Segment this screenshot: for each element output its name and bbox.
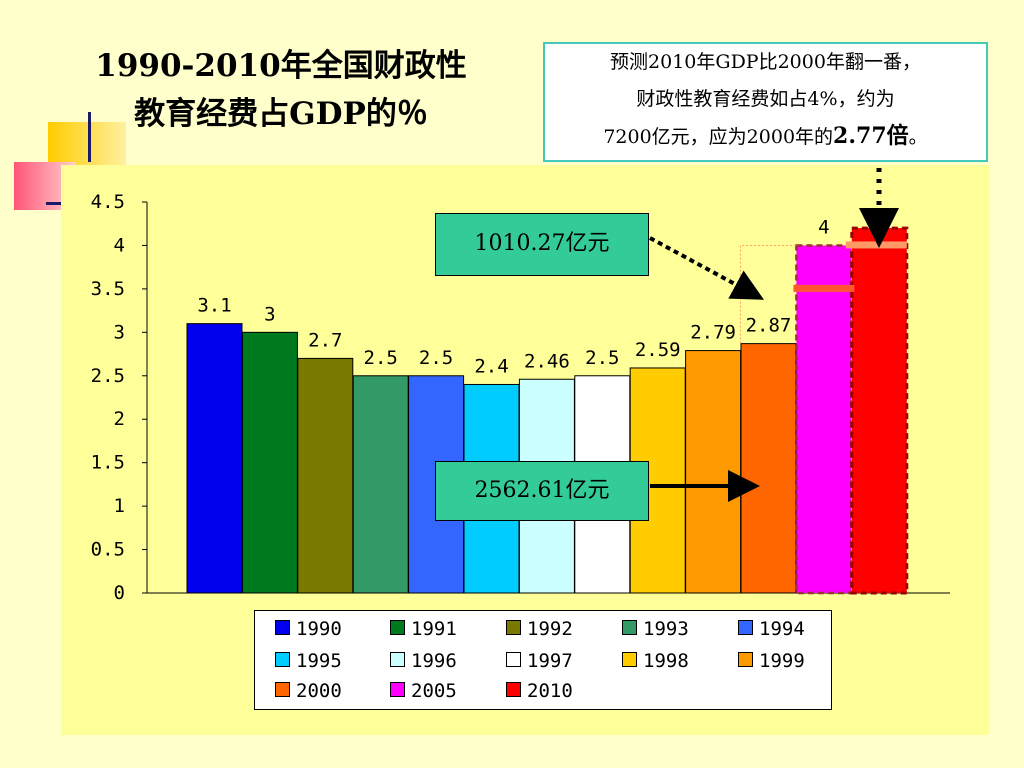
data-label-1993: 2.5 [364,347,398,369]
legend-item-1990: 1990 [275,617,342,641]
note-line-3: 7200亿元，应为2000年的2.77倍。 [545,118,986,156]
legend-swatch-1999 [738,652,753,667]
y-tick-label: 2 [114,408,125,430]
legend-item-1991: 1991 [390,617,457,641]
y-tick-label: 4.5 [91,191,125,213]
legend-label-1995: 1995 [296,650,342,672]
decor-vertical-line [88,112,91,162]
legend-label-1997: 1997 [527,650,573,672]
bar-1993 [352,375,409,594]
bar-2000 [740,343,797,594]
legend-swatch-1991 [390,620,405,635]
chart-legend: 1990 1991 1992 1993 1994 1995 1996 1997 1998 1999… [254,610,832,710]
data-label-1998: 2.59 [635,339,681,361]
prediction-note: 预测2010年GDP比2000年翻一番， 财政性教育经费如占4%，约为 7200… [543,42,988,162]
data-label-1997: 2.5 [585,347,619,369]
legend-swatch-1993 [622,620,637,635]
legend-item-1996: 1996 [390,649,457,673]
legend-item-1994: 1994 [738,617,805,641]
y-tick-label: 3 [114,321,125,343]
title-line-1: 1990-2010年全国财政性 [95,48,467,84]
legend-swatch-1990 [275,620,290,635]
bar-1991 [241,331,298,594]
legend-swatch-2010 [506,682,521,697]
legend-item-1999: 1999 [738,649,805,673]
note-line-2: 财政性教育经费如占4%，约为 [636,88,895,110]
arrow-upper [649,236,765,300]
legend-label-1998: 1998 [643,650,689,672]
y-tick-label: 3.5 [91,278,125,300]
legend-item-1998: 1998 [622,649,689,673]
bar-1999 [685,350,742,594]
data-label-1996: 2.46 [524,350,570,372]
legend-label-1990: 1990 [296,618,342,640]
legend-item-1997: 1997 [506,649,573,673]
y-tick-label: 0.5 [91,539,125,561]
legend-item-1995: 1995 [275,649,342,673]
note-line-1: 预测2010年GDP比2000年翻一番， [610,51,921,73]
marker-2010 [845,241,907,249]
data-label-2000: 2.87 [746,315,792,337]
legend-swatch-2005 [390,682,405,697]
legend-item-2005: 2005 [390,679,457,703]
y-tick-label: 1 [114,495,125,517]
y-tick-label: 1.5 [91,452,125,474]
y-tick-label: 2.5 [91,365,125,387]
legend-swatch-1994 [738,620,753,635]
guide-line [739,244,797,344]
data-label-2005: 4 [818,216,829,238]
legend-label-1999: 1999 [759,650,805,672]
marker-2005 [793,284,855,292]
bar-1990 [186,323,243,594]
legend-swatch-1992 [506,620,521,635]
y-tick-label: 4 [114,234,125,256]
legend-swatch-1998 [622,652,637,667]
legend-swatch-2000 [275,682,290,697]
title-line-2: 教育经费占GDP的％ [134,96,428,132]
legend-label-2005: 2005 [411,680,457,702]
bar-2005 [795,244,853,595]
data-label-1991: 3 [264,303,275,325]
data-label-1994: 2.5 [419,347,453,369]
legend-label-2010: 2010 [527,680,573,702]
legend-label-1992: 1992 [527,618,573,640]
data-label-1992: 2.7 [308,329,342,351]
callout-lower: 2562.61亿元 [435,461,649,521]
legend-item-1993: 1993 [622,617,689,641]
bar-2010 [850,226,909,595]
note-line-3-prefix: 7200亿元，应为2000年的 [603,126,834,148]
legend-swatch-1996 [390,652,405,667]
bar-1992 [297,357,354,594]
legend-swatch-1997 [506,652,521,667]
data-label-1999: 2.79 [690,322,736,344]
note-emphasis: 2.77倍 [833,123,909,149]
legend-item-2010: 2010 [506,679,573,703]
legend-label-1993: 1993 [643,618,689,640]
legend-label-1996: 1996 [411,650,457,672]
data-label-1990: 3.1 [197,295,231,317]
page-title: 1990-2010年全国财政性 教育经费占GDP的％ [56,42,506,138]
legend-item-1992: 1992 [506,617,573,641]
data-label-1995: 2.4 [474,355,508,377]
legend-swatch-1995 [275,652,290,667]
y-tick-label: 0 [114,582,125,604]
legend-label-1991: 1991 [411,618,457,640]
legend-item-2000: 2000 [275,679,342,703]
legend-label-1994: 1994 [759,618,805,640]
note-line-3-suffix: 。 [908,126,928,148]
decor-horizontal-line [46,202,62,205]
legend-label-2000: 2000 [296,680,342,702]
callout-upper: 1010.27亿元 [435,213,649,276]
